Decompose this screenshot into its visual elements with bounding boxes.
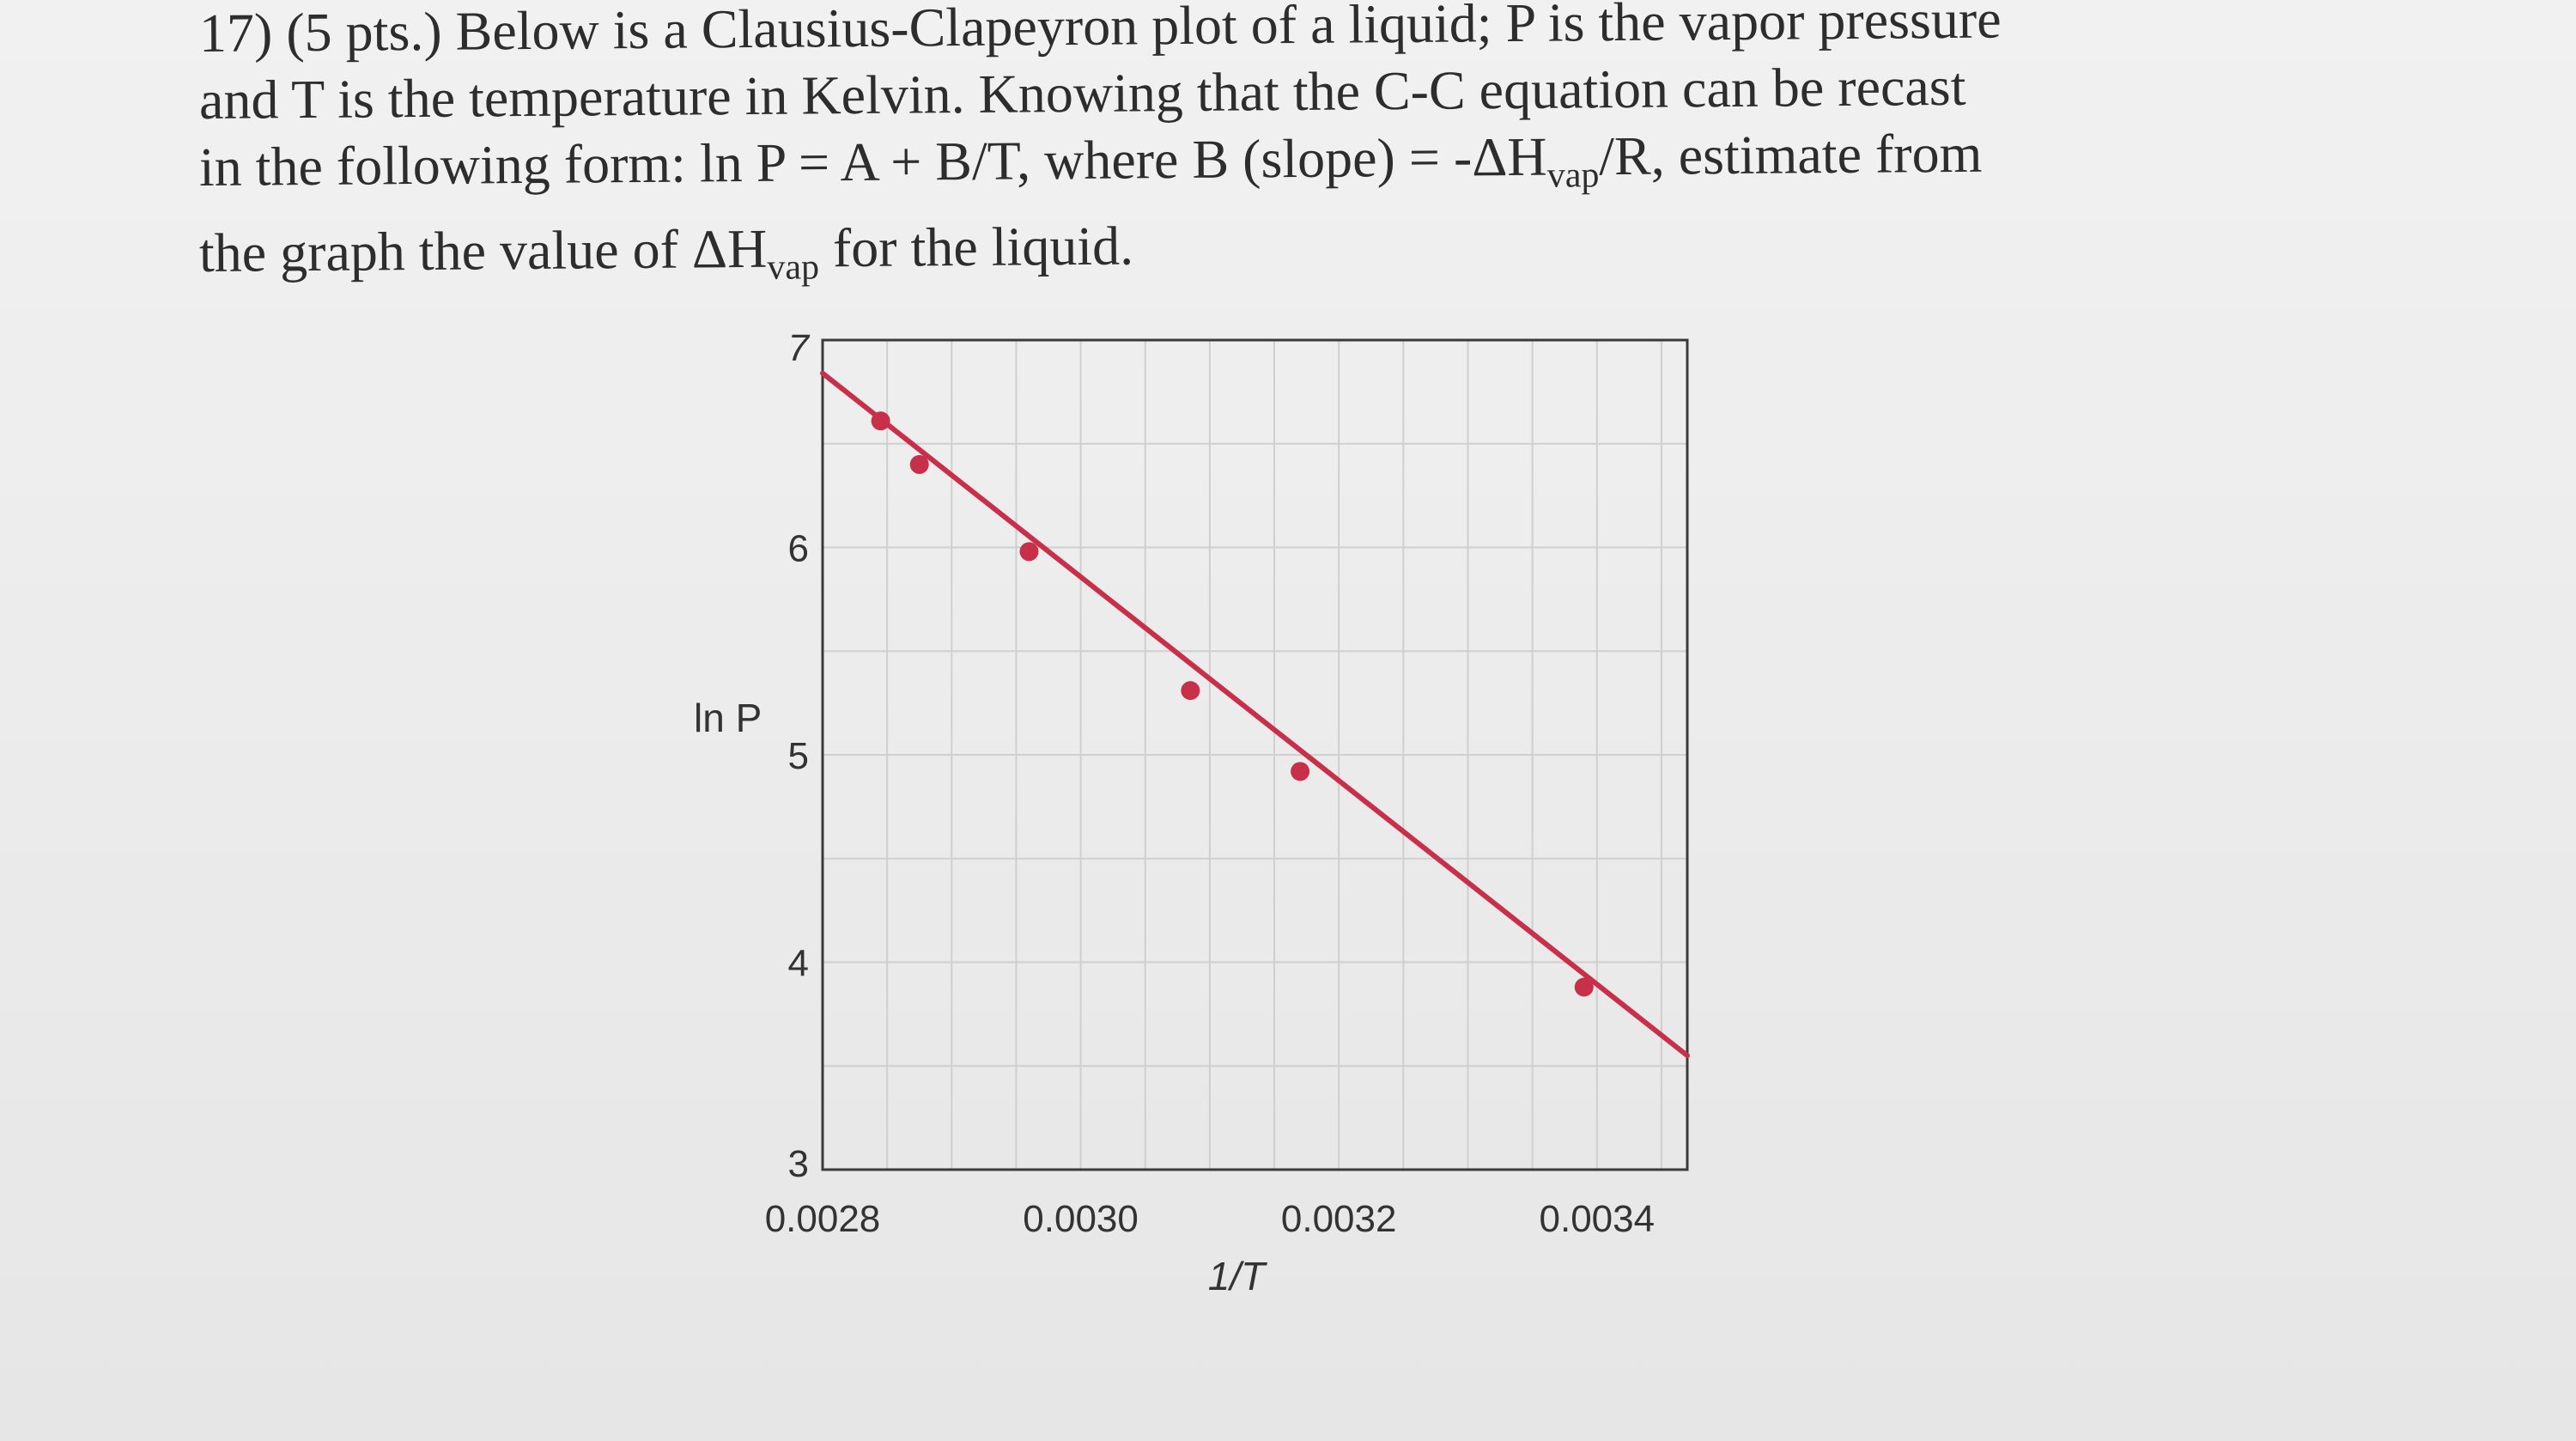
y-tick-label: 4 (788, 943, 809, 985)
data-points (871, 411, 1594, 997)
data-point (1181, 681, 1200, 701)
y-tick-label: 3 (788, 1143, 809, 1185)
plot-frame (821, 338, 1689, 1171)
data-point (1574, 977, 1594, 997)
x-tick-label: 0.0030 (1023, 1198, 1139, 1240)
best-fit-line (820, 370, 1690, 1059)
x-tick-label: 0.0028 (765, 1198, 881, 1240)
x-axis-ticks: 0.0028 0.0030 0.0032 0.0034 (765, 1198, 1655, 1240)
y-tick-label: 6 (788, 528, 809, 570)
y-tick-label: 7 (788, 327, 811, 369)
x-axis-label: 1/T (1208, 1254, 1267, 1298)
y-axis-ticks: 3 4 5 6 7 (788, 327, 811, 1185)
data-point (909, 454, 929, 474)
y-axis-label: ln P (694, 696, 762, 740)
chart-grid (823, 340, 1687, 1170)
y-tick-label: 5 (788, 735, 809, 777)
data-point (871, 411, 890, 431)
x-tick-label: 0.0034 (1540, 1198, 1656, 1240)
x-tick-label: 0.0032 (1281, 1198, 1397, 1240)
data-point (1291, 762, 1310, 781)
data-point (1019, 542, 1039, 562)
